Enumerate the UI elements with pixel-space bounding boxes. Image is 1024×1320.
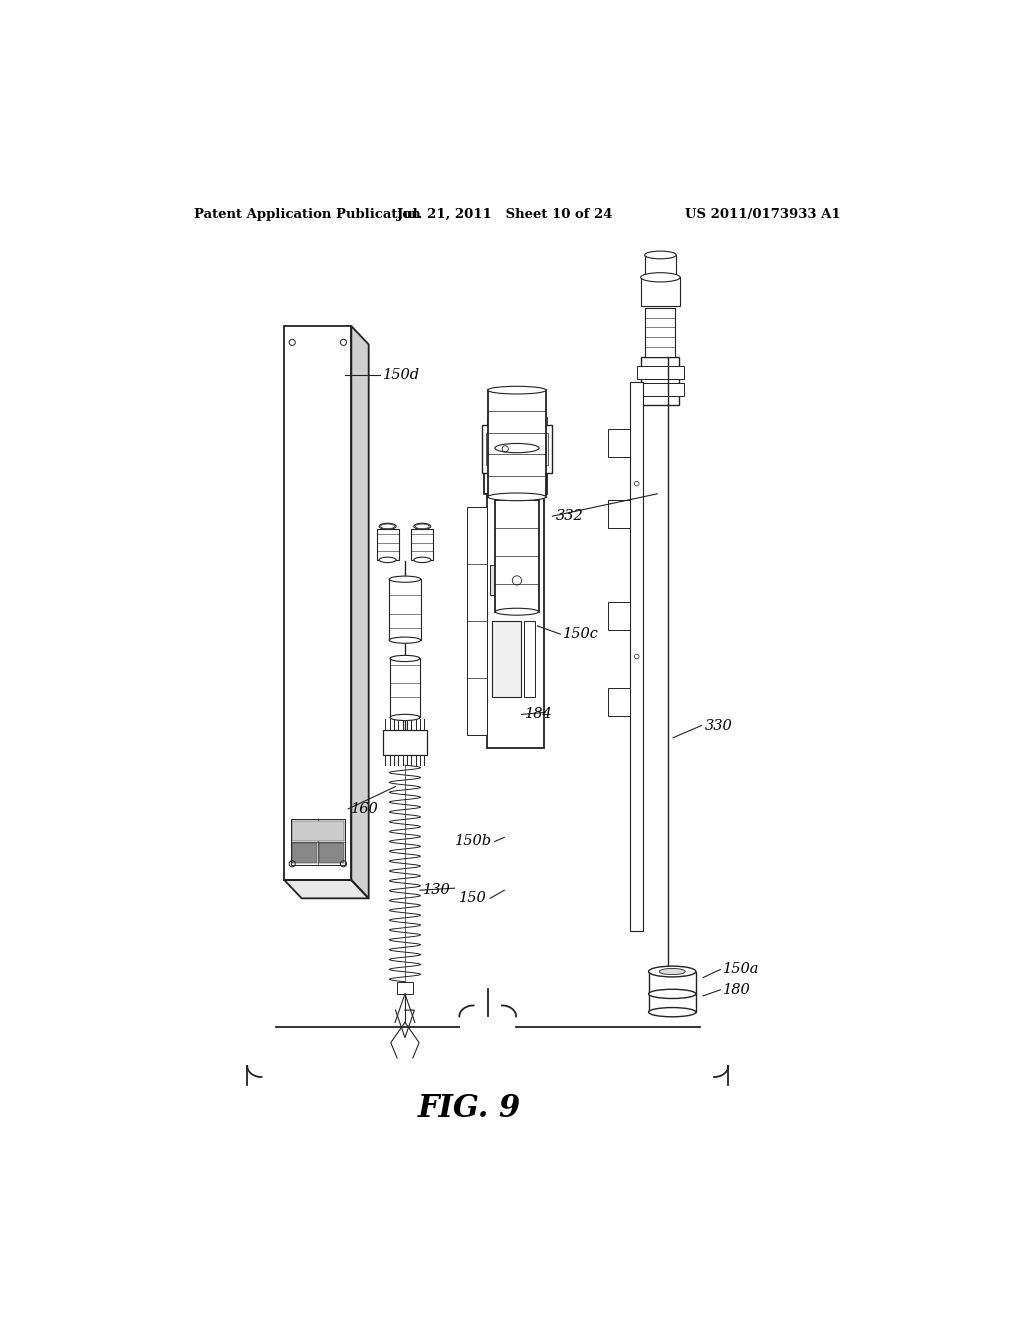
Text: US 2011/0173933 A1: US 2011/0173933 A1 bbox=[685, 207, 840, 220]
Bar bbox=[487, 494, 544, 748]
Ellipse shape bbox=[389, 638, 421, 643]
Ellipse shape bbox=[390, 714, 420, 721]
Text: 150b: 150b bbox=[455, 834, 492, 849]
Bar bbox=[645, 255, 676, 277]
Bar bbox=[518, 455, 541, 487]
Bar bbox=[285, 326, 351, 880]
Text: 330: 330 bbox=[705, 718, 732, 733]
Bar bbox=[648, 994, 696, 1012]
Text: 150d: 150d bbox=[383, 368, 420, 381]
Text: 160: 160 bbox=[351, 801, 379, 816]
Polygon shape bbox=[285, 880, 369, 899]
Bar bbox=[292, 821, 344, 841]
Bar bbox=[377, 529, 398, 560]
Bar bbox=[383, 730, 427, 755]
Ellipse shape bbox=[641, 273, 680, 282]
Text: 150: 150 bbox=[460, 891, 487, 906]
Bar bbox=[292, 843, 316, 863]
Ellipse shape bbox=[496, 609, 539, 615]
Bar bbox=[390, 659, 420, 718]
Bar bbox=[524, 620, 535, 697]
Bar bbox=[486, 433, 548, 466]
Text: 180: 180 bbox=[723, 983, 752, 997]
Bar bbox=[490, 565, 506, 595]
Ellipse shape bbox=[487, 387, 546, 393]
Bar bbox=[389, 579, 421, 640]
Bar bbox=[490, 455, 515, 487]
Ellipse shape bbox=[379, 523, 396, 529]
Text: FIG. 9: FIG. 9 bbox=[418, 1093, 521, 1125]
Bar bbox=[496, 500, 539, 611]
Bar bbox=[490, 395, 544, 417]
Ellipse shape bbox=[659, 969, 685, 974]
Text: 184: 184 bbox=[524, 708, 553, 721]
Bar bbox=[608, 429, 631, 457]
Bar bbox=[318, 843, 344, 863]
Ellipse shape bbox=[390, 656, 420, 661]
Bar bbox=[412, 529, 433, 560]
Polygon shape bbox=[351, 326, 369, 899]
Bar bbox=[641, 356, 679, 405]
Bar bbox=[608, 602, 631, 630]
Ellipse shape bbox=[648, 989, 696, 998]
Ellipse shape bbox=[389, 576, 421, 582]
Ellipse shape bbox=[379, 557, 396, 562]
Text: 130: 130 bbox=[423, 883, 451, 898]
Ellipse shape bbox=[648, 966, 696, 977]
Bar bbox=[482, 425, 552, 474]
Text: 150a: 150a bbox=[723, 962, 760, 977]
Text: Patent Application Publication: Patent Application Publication bbox=[194, 207, 421, 220]
Ellipse shape bbox=[495, 444, 539, 453]
Bar bbox=[492, 620, 521, 697]
Ellipse shape bbox=[487, 492, 546, 500]
Ellipse shape bbox=[414, 523, 431, 529]
Bar bbox=[291, 820, 345, 865]
Bar bbox=[631, 381, 643, 931]
Bar bbox=[637, 367, 684, 379]
Text: 150c: 150c bbox=[563, 627, 599, 642]
Bar bbox=[648, 972, 696, 994]
Bar bbox=[467, 507, 487, 735]
Ellipse shape bbox=[645, 251, 676, 259]
Ellipse shape bbox=[648, 1007, 696, 1016]
Bar bbox=[608, 688, 631, 717]
Text: Jul. 21, 2011   Sheet 10 of 24: Jul. 21, 2011 Sheet 10 of 24 bbox=[397, 207, 612, 220]
Text: 332: 332 bbox=[555, 510, 584, 523]
Bar bbox=[641, 277, 680, 306]
Bar bbox=[608, 500, 631, 528]
Ellipse shape bbox=[414, 557, 431, 562]
Bar bbox=[487, 391, 546, 496]
Bar bbox=[637, 383, 684, 396]
Bar bbox=[483, 447, 547, 494]
Bar bbox=[397, 982, 413, 994]
Bar bbox=[645, 308, 676, 356]
